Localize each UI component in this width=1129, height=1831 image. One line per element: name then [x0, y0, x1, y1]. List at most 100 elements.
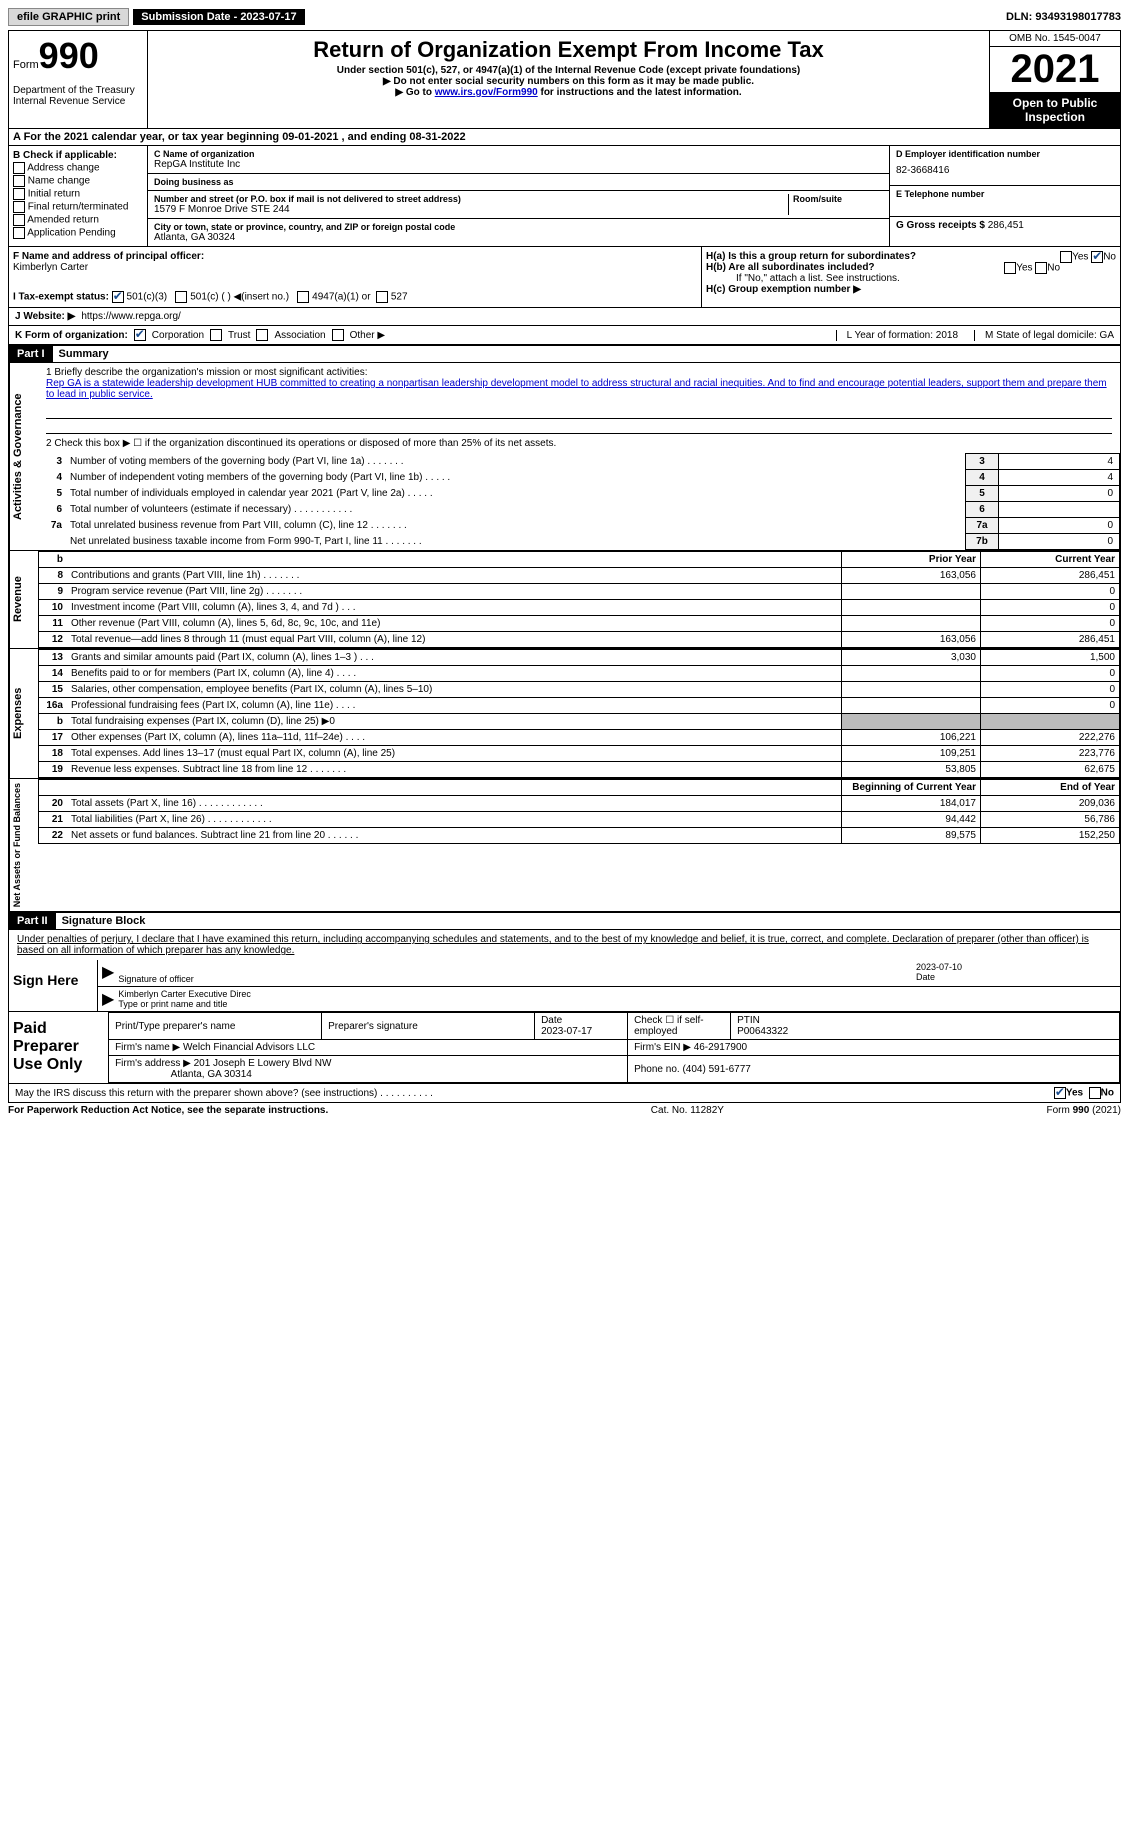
- officer-name: Kimberlyn Carter: [13, 262, 88, 273]
- part1-title: Summary: [53, 346, 115, 362]
- 4947: 4947(a)(1) or: [312, 292, 370, 303]
- netassets-table: Beginning of Current YearEnd of Year20To…: [38, 779, 1120, 844]
- 501c: 501(c) ( ) ◀(insert no.): [190, 292, 289, 303]
- footer: For Paperwork Reduction Act Notice, see …: [8, 1103, 1121, 1118]
- top-bar: efile GRAPHIC print Submission Date - 20…: [8, 8, 1121, 26]
- addr: 1579 F Monroe Drive STE 244: [154, 204, 788, 215]
- name-change: Name change: [28, 176, 90, 187]
- org-name: RepGA Institute Inc: [154, 159, 883, 170]
- city-label: City or town, state or province, country…: [154, 222, 883, 232]
- preparer-table: Print/Type preparer's name Preparer's si…: [108, 1012, 1120, 1083]
- form-header: Form990 Department of the Treasury Inter…: [8, 30, 1121, 129]
- open-public: Open to Public Inspection: [990, 92, 1120, 128]
- subtitle-3-pre: ▶ Go to: [395, 87, 434, 98]
- hb-label: H(b) Are all subordinates included?: [706, 262, 875, 273]
- sig-date: 2023-07-10: [916, 962, 962, 972]
- sig-officer-label: Signature of officer: [118, 974, 193, 984]
- other: Other ▶: [350, 330, 385, 341]
- dba-label: Doing business as: [154, 177, 883, 187]
- officer-typed-name: Kimberlyn Carter Executive Direc: [118, 989, 251, 999]
- prep-date: 2023-07-17: [541, 1026, 592, 1037]
- footer-left: For Paperwork Reduction Act Notice, see …: [8, 1105, 328, 1116]
- gross-receipts-label: G Gross receipts $: [896, 220, 985, 231]
- check-applicable-label: B Check if applicable:: [13, 150, 117, 161]
- hc-label: H(c) Group exemption number ▶: [706, 284, 861, 295]
- expenses-table: 13Grants and similar amounts paid (Part …: [38, 649, 1120, 778]
- form-number: 990: [39, 35, 99, 76]
- prep-date-label: Date: [541, 1015, 562, 1026]
- no: No: [1103, 252, 1116, 263]
- trust: Trust: [228, 330, 250, 341]
- website-row: J Website: ▶ https://www.repga.org/: [8, 308, 1121, 326]
- firm-ein-label: Firm's EIN ▶: [634, 1042, 691, 1053]
- revenue-table: bPrior YearCurrent Year8Contributions an…: [38, 551, 1120, 648]
- officer-label: F Name and address of principal officer:: [13, 251, 204, 262]
- date-label: Date: [916, 972, 935, 982]
- tax-year: 2021: [990, 47, 1120, 92]
- footer-right: Form 990 (2021): [1047, 1105, 1121, 1116]
- footer-center: Cat. No. 11282Y: [651, 1105, 724, 1116]
- no2: No: [1047, 263, 1060, 274]
- 527: 527: [391, 292, 408, 303]
- paid-preparer-label: Paid Preparer Use Only: [9, 1012, 108, 1083]
- omb-number: OMB No. 1545-0047: [990, 31, 1120, 47]
- sign-here-label: Sign Here: [9, 960, 97, 1011]
- subtitle-1: Under section 501(c), 527, or 4947(a)(1)…: [152, 65, 985, 76]
- hb-note: If "No," attach a list. See instructions…: [706, 273, 1116, 284]
- ein-label: D Employer identification number: [896, 149, 1114, 159]
- row-a-tax-year: A For the 2021 calendar year, or tax yea…: [8, 129, 1121, 146]
- firm-name-label: Firm's name ▶: [115, 1042, 180, 1053]
- discuss-no: No: [1101, 1088, 1114, 1099]
- firm-phone: (404) 591-6777: [682, 1064, 750, 1075]
- gross-receipts: 286,451: [988, 220, 1024, 231]
- check-self: Check ☐ if self-employed: [634, 1015, 704, 1037]
- room-label: Room/suite: [793, 194, 883, 204]
- yes: Yes: [1072, 252, 1088, 263]
- subtitle-2: ▶ Do not enter social security numbers o…: [152, 76, 985, 87]
- association: Association: [274, 330, 325, 341]
- discuss-row: May the IRS discuss this return with the…: [8, 1084, 1121, 1103]
- discuss-yes: Yes: [1066, 1088, 1083, 1099]
- firm-addr-label: Firm's address ▶: [115, 1058, 191, 1069]
- form-title: Return of Organization Exempt From Incom…: [152, 37, 985, 63]
- corporation: Corporation: [152, 330, 204, 341]
- ptin: P00643322: [737, 1026, 788, 1037]
- ha-label: H(a) Is this a group return for subordin…: [706, 251, 916, 262]
- yes2: Yes: [1016, 263, 1032, 274]
- sidebar-netassets: Net Assets or Fund Balances: [9, 779, 38, 911]
- line2: 2 Check this box ▶ ☐ if the organization…: [38, 434, 1120, 453]
- form-word: Form: [13, 59, 39, 71]
- amended-return: Amended return: [27, 215, 99, 226]
- year-formation: L Year of formation: 2018: [836, 330, 968, 341]
- phone-label: E Telephone number: [896, 189, 1114, 199]
- firm-phone-label: Phone no.: [634, 1064, 680, 1075]
- website-label: J Website: ▶: [15, 311, 75, 322]
- org-name-label: C Name of organization: [154, 149, 883, 159]
- tax-exempt-label: I Tax-exempt status:: [13, 292, 109, 303]
- final-return: Final return/terminated: [28, 202, 129, 213]
- subtitle-3-post: for instructions and the latest informat…: [538, 87, 742, 98]
- efile-print-button[interactable]: efile GRAPHIC print: [8, 8, 129, 26]
- state-domicile: M State of legal domicile: GA: [974, 330, 1114, 341]
- discuss-text: May the IRS discuss this return with the…: [15, 1088, 433, 1099]
- form-org-label: K Form of organization:: [15, 330, 128, 341]
- ptin-label: PTIN: [737, 1015, 760, 1026]
- prep-name-label: Print/Type preparer's name: [115, 1021, 235, 1032]
- firm-addr2: Atlanta, GA 30314: [171, 1069, 252, 1080]
- mission-label: 1 Briefly describe the organization's mi…: [46, 367, 1112, 378]
- initial-return: Initial return: [28, 189, 80, 200]
- department: Department of the Treasury Internal Reve…: [13, 85, 143, 107]
- ein: 82-3668416: [896, 159, 1114, 182]
- 501c3: 501(c)(3): [127, 292, 168, 303]
- addr-change: Address change: [27, 163, 99, 174]
- firm-ein: 46-2917900: [694, 1042, 747, 1053]
- type-name-label: Type or print name and title: [118, 999, 227, 1009]
- website-url: https://www.repga.org/: [81, 311, 181, 322]
- sidebar-activities: Activities & Governance: [9, 363, 38, 550]
- city: Atlanta, GA 30324: [154, 232, 883, 243]
- part2-header: Part II: [9, 913, 56, 929]
- officer-h-row: F Name and address of principal officer:…: [8, 247, 1121, 308]
- mission-text: Rep GA is a statewide leadership develop…: [46, 378, 1112, 400]
- irs-link[interactable]: www.irs.gov/Form990: [435, 87, 538, 98]
- sidebar-expenses: Expenses: [9, 649, 38, 778]
